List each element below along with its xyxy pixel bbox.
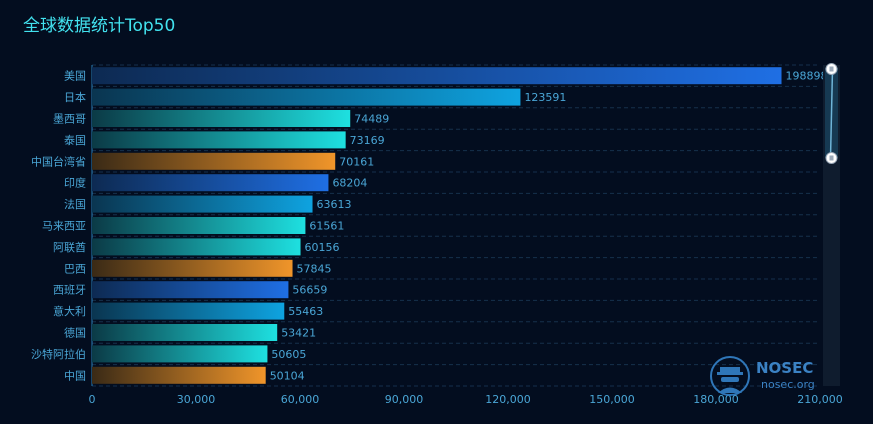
bar: [92, 281, 289, 299]
bar: [92, 217, 306, 234]
bar: [92, 302, 285, 320]
value-label: 57845: [297, 262, 332, 275]
bar: [92, 110, 351, 127]
bar: [92, 238, 301, 256]
bar: [92, 88, 521, 106]
bar: [92, 259, 293, 277]
value-label: 60156: [305, 241, 340, 254]
x-tick-label: 210,000: [797, 393, 843, 406]
watermark-site: nosec.org: [761, 378, 815, 391]
value-label: 55463: [288, 305, 323, 318]
bar: [92, 324, 278, 341]
nosec-logo-icon: [710, 356, 750, 396]
scrollbar-handle-grip: [829, 155, 834, 161]
watermark-name: NOSEC: [756, 359, 814, 377]
value-label: 53421: [281, 327, 316, 340]
x-tick-label: 90,000: [385, 393, 424, 406]
x-tick-label: 0: [89, 393, 96, 406]
value-label: 56659: [292, 284, 327, 297]
bar: [92, 345, 268, 363]
category-label: 美国: [64, 70, 86, 83]
value-label: 68204: [332, 177, 367, 190]
category-label: 意大利: [53, 304, 86, 318]
value-label: 198898: [786, 70, 828, 83]
bar: [92, 152, 336, 170]
category-label: 印度: [64, 176, 86, 190]
category-label: 法国: [64, 197, 86, 211]
x-tick-label: 60,000: [281, 393, 320, 406]
x-tick-label: 150,000: [589, 393, 635, 406]
value-label: 63613: [317, 198, 352, 211]
category-label: 马来西亚: [42, 220, 86, 233]
value-label: 50104: [270, 369, 305, 382]
value-label: 50605: [271, 348, 306, 361]
bar: [92, 366, 266, 384]
category-label: 泰国: [64, 133, 86, 147]
category-label: 巴西: [64, 262, 86, 275]
category-label: 日本: [64, 90, 86, 104]
scrollbar-line: [829, 68, 834, 159]
category-label: 中国台湾省: [31, 154, 86, 168]
category-label: 墨西哥: [53, 113, 86, 126]
category-label: 沙特阿拉伯: [31, 347, 86, 361]
x-tick-label: 120,000: [485, 393, 531, 406]
category-label: 中国: [64, 369, 86, 382]
category-label: 阿联酋: [53, 240, 86, 254]
chart-title: 全球数据统计Top50: [23, 16, 176, 36]
bar: [92, 195, 313, 213]
watermark: NOSEC nosec.org: [709, 355, 859, 399]
bar: [92, 67, 782, 85]
value-label: 70161: [339, 155, 374, 168]
scrollbar-handle-grip: [829, 66, 834, 72]
value-label: 61561: [309, 220, 344, 233]
value-label: 74489: [354, 113, 389, 126]
bar: [92, 174, 329, 192]
category-label: 德国: [64, 326, 86, 340]
value-label: 73169: [350, 134, 385, 147]
bar: [92, 131, 346, 149]
value-label: 123591: [524, 91, 566, 104]
x-tick-label: 30,000: [177, 393, 216, 406]
category-label: 西班牙: [53, 284, 86, 297]
x-tick-label: 180,000: [693, 393, 739, 406]
